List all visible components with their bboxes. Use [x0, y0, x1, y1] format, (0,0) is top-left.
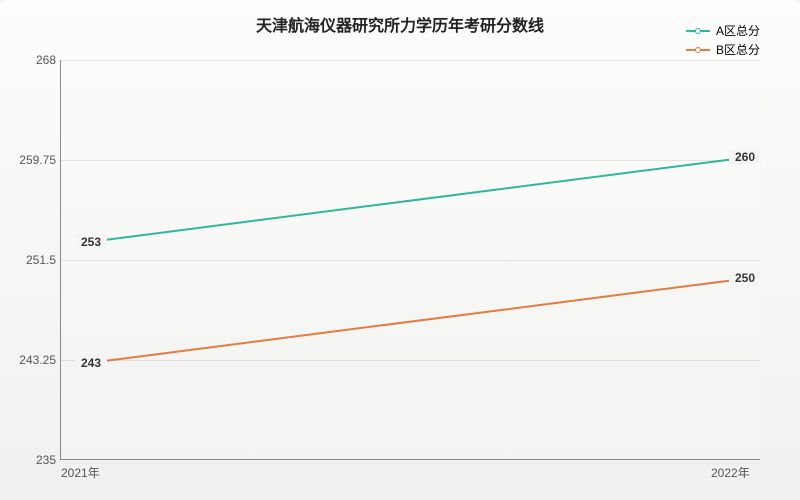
grid-line [61, 360, 760, 361]
series-line [81, 157, 741, 244]
y-axis-label: 235 [6, 453, 56, 467]
y-axis-label: 259.75 [6, 153, 56, 167]
legend-label-b: B区总分 [716, 41, 760, 58]
series-line [81, 278, 741, 365]
grid-line [61, 160, 760, 161]
legend-swatch-a [686, 30, 710, 32]
y-axis-label: 268 [6, 53, 56, 67]
chart-container: 天津航海仪器研究所力学历年考研分数线 A区总分 B区总分 235 243.25 25… [0, 0, 800, 500]
plot-area: 235243.25251.5259.752682021年2022年2532602… [60, 60, 760, 460]
legend-label-a: A区总分 [716, 22, 760, 39]
chart-title: 天津航海仪器研究所力学历年考研分数线 [256, 12, 544, 36]
data-point-label: 260 [729, 149, 761, 165]
x-axis-label: 2022年 [711, 464, 750, 481]
x-axis-label: 2021年 [61, 464, 100, 481]
data-point-label: 243 [75, 355, 107, 371]
y-axis-label: 251.5 [6, 253, 56, 267]
grid-line [61, 260, 760, 261]
legend-item-b: B区总分 [686, 41, 760, 58]
data-point-label: 250 [729, 270, 761, 286]
grid-line [61, 60, 760, 61]
legend: A区总分 B区总分 [686, 22, 760, 60]
legend-swatch-b [686, 49, 710, 51]
y-axis-label: 243.25 [6, 353, 56, 367]
data-point-label: 253 [75, 234, 107, 250]
legend-item-a: A区总分 [686, 22, 760, 39]
